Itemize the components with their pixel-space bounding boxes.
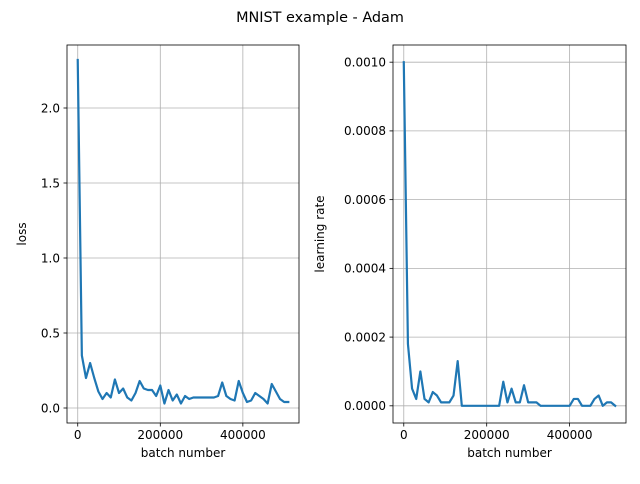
x-axis-label: batch number bbox=[467, 446, 552, 460]
y-tick-label: 2.0 bbox=[41, 101, 60, 115]
y-tick-label: 1.0 bbox=[41, 251, 60, 265]
x-tick-label: 200000 bbox=[464, 428, 510, 442]
figure-title: MNIST example - Adam bbox=[236, 10, 404, 26]
y-axis-label: learning rate bbox=[313, 195, 327, 272]
x-tick-label: 400000 bbox=[220, 428, 266, 442]
y-axis-label: loss bbox=[15, 222, 29, 245]
y-tick-label: 0.5 bbox=[41, 326, 60, 340]
x-tick-label: 0 bbox=[74, 428, 82, 442]
x-tick-label: 400000 bbox=[547, 428, 593, 442]
y-tick-label: 0.0010 bbox=[344, 55, 386, 69]
y-tick-label: 0.0004 bbox=[344, 262, 386, 276]
y-tick-label: 0.0008 bbox=[344, 124, 386, 138]
y-tick-label: 0.0 bbox=[41, 401, 60, 415]
y-tick-label: 0.0006 bbox=[344, 193, 386, 207]
axes-frame bbox=[66, 44, 300, 424]
y-tick-label: 0.0002 bbox=[344, 330, 386, 344]
x-axis-label: batch number bbox=[141, 446, 226, 460]
x-tick-label: 200000 bbox=[137, 428, 183, 442]
axes-frame bbox=[392, 44, 627, 424]
y-tick-label: 0.0000 bbox=[344, 399, 386, 413]
series-line bbox=[76, 58, 290, 405]
x-tick-label: 0 bbox=[400, 428, 408, 442]
y-tick-label: 1.5 bbox=[41, 176, 60, 190]
loss-plot: 0 200000 400000 0.0 0.5 1.0 1.5 2.0 batch number… bbox=[15, 44, 300, 460]
series-line bbox=[402, 61, 617, 408]
learning-rate-plot: 0 200000 400000 0.0000 0.0002 0.0004 0.0006 0.0… bbox=[313, 44, 627, 460]
